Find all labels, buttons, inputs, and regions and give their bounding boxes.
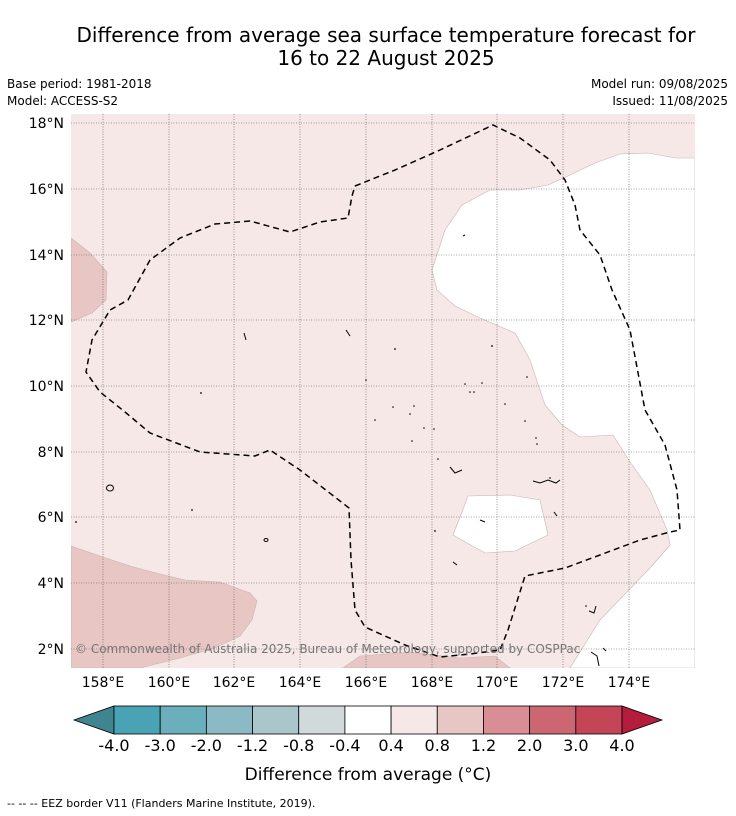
latitude-labels: 18°N 16°N 14°N 12°N 10°N 8°N 6°N 4°N 2°N bbox=[29, 116, 64, 658]
chart-title-line-2: 16 to 22 August 2025 bbox=[277, 46, 495, 70]
lat-label-10n: 10°N bbox=[29, 379, 64, 395]
lon-label-172e: 172°E bbox=[542, 675, 585, 691]
colorbar-tick-label: -0.8 bbox=[283, 736, 314, 755]
map-copyright: © Commonwealth of Australia 2025, Bureau… bbox=[75, 642, 580, 656]
colorbar-tick-label: -0.4 bbox=[329, 736, 360, 755]
lat-label-12n: 12°N bbox=[29, 313, 64, 329]
lat-label-14n: 14°N bbox=[29, 248, 64, 264]
colorbar-cell bbox=[298, 705, 346, 735]
lon-label-174e: 174°E bbox=[608, 675, 651, 691]
lat-label-6n: 6°N bbox=[38, 510, 64, 526]
issued-label: Issued: 11/08/2025 bbox=[612, 94, 728, 108]
lat-label-4n: 4°N bbox=[38, 576, 64, 592]
eez-border bbox=[85, 124, 681, 658]
colorbar-tick-label: -4.0 bbox=[98, 736, 129, 755]
lon-label-158e: 158°E bbox=[82, 675, 125, 691]
colorbar-cell bbox=[436, 705, 484, 735]
colorbar-tick-label: -2.0 bbox=[191, 736, 222, 755]
colorbar-tick-label: -1.2 bbox=[237, 736, 268, 755]
warm-anomaly-region-west bbox=[71, 237, 108, 323]
colorbar-cell bbox=[575, 705, 623, 735]
colorbar-cell bbox=[529, 705, 577, 735]
graticule bbox=[71, 114, 695, 668]
longitude-labels: 158°E 160°E 162°E 164°E 166°E 168°E 170°… bbox=[82, 675, 651, 691]
colorbar-cell bbox=[483, 705, 531, 735]
colorbar-cell bbox=[159, 705, 207, 735]
warm-anomaly-region-south bbox=[342, 651, 511, 668]
colorbar-tick-label: 4.0 bbox=[609, 736, 634, 755]
warm-anomaly-region-southwest bbox=[71, 545, 258, 668]
lon-label-160e: 160°E bbox=[148, 675, 191, 691]
colorbar-tick-label: 1.2 bbox=[471, 736, 496, 755]
model-label: Model: ACCESS-S2 bbox=[7, 94, 119, 108]
colorbar-low-arrow bbox=[72, 705, 115, 735]
lon-label-166e: 166°E bbox=[345, 675, 388, 691]
lat-label-16n: 16°N bbox=[29, 182, 64, 198]
colorbar-high-arrow bbox=[621, 705, 664, 735]
lon-label-164e: 164°E bbox=[279, 675, 322, 691]
lat-label-8n: 8°N bbox=[38, 445, 64, 461]
lat-label-18n: 18°N bbox=[29, 116, 64, 132]
atoll-dots bbox=[75, 345, 587, 607]
chart-title-line-1: Difference from average sea surface temp… bbox=[76, 23, 696, 47]
colorbar-tick-label: 0.8 bbox=[425, 736, 450, 755]
colorbar-tick-label: -3.0 bbox=[145, 736, 176, 755]
no-anomaly-region-center bbox=[452, 494, 549, 554]
colorbar-tick-label: 0.4 bbox=[378, 736, 403, 755]
map-area: © Commonwealth of Australia 2025, Bureau… bbox=[71, 114, 695, 668]
colorbar-title: Difference from average (°C) bbox=[245, 765, 492, 785]
colorbar-cell bbox=[113, 705, 161, 735]
colorbar-cells bbox=[113, 705, 623, 735]
lat-label-2n: 2°N bbox=[38, 642, 64, 658]
colorbar-cell bbox=[344, 705, 392, 735]
colorbar-cell bbox=[390, 705, 438, 735]
colorbar-tick-label: 3.0 bbox=[563, 736, 588, 755]
eez-footnote: -- -- -- EEZ border V11 (Flanders Marine… bbox=[7, 797, 316, 810]
colorbar-cell bbox=[252, 705, 300, 735]
colorbar-labels: -4.0 -3.0 -2.0 -1.2 -0.8 -0.4 0.4 0.8 1.2 2.0 3.0 4… bbox=[98, 736, 634, 755]
base-period-label: Base period: 1981-2018 bbox=[7, 77, 152, 91]
island-outlines bbox=[106, 234, 607, 667]
lon-label-162e: 162°E bbox=[213, 675, 256, 691]
lon-label-168e: 168°E bbox=[411, 675, 454, 691]
model-run-label: Model run: 09/08/2025 bbox=[590, 77, 728, 91]
lon-label-170e: 170°E bbox=[476, 675, 519, 691]
colorbar bbox=[72, 705, 664, 735]
colorbar-cell bbox=[205, 705, 253, 735]
colorbar-tick-label: 2.0 bbox=[517, 736, 542, 755]
